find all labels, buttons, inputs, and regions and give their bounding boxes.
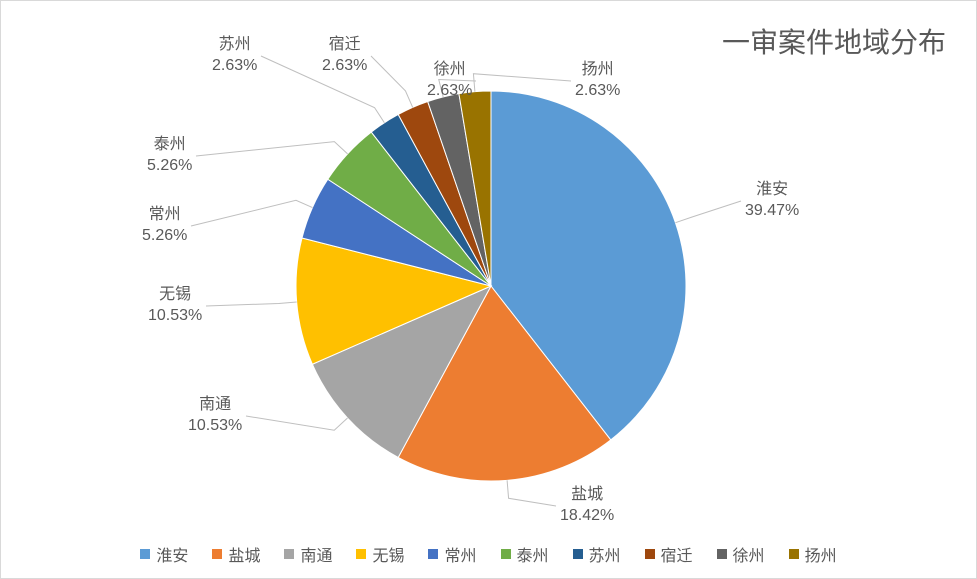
leader-line: [196, 142, 348, 156]
legend-label: 无锡: [372, 542, 404, 566]
slice-label: 淮安39.47%: [745, 180, 799, 222]
legend: 淮安 盐城 南通 无锡 常州 泰州 苏州 宿迁 徐州 扬州: [1, 542, 976, 566]
legend-swatch: [717, 549, 727, 559]
legend-item: 扬州: [789, 542, 837, 566]
slice-label: 盐城18.42%: [560, 485, 614, 527]
legend-item: 苏州: [573, 542, 621, 566]
slice-label: 扬州2.63%: [575, 60, 620, 102]
legend-label: 盐城: [228, 542, 260, 566]
legend-label: 苏州: [589, 542, 621, 566]
leader-line: [507, 480, 556, 506]
slice-label: 南通10.53%: [188, 395, 242, 437]
leader-line: [473, 74, 571, 92]
legend-swatch: [212, 549, 222, 559]
slice-label: 无锡10.53%: [148, 285, 202, 327]
legend-label: 泰州: [517, 542, 549, 566]
legend-item: 南通: [284, 542, 332, 566]
leader-line: [371, 56, 413, 107]
slice-label: 徐州2.63%: [427, 60, 472, 102]
legend-label: 南通: [300, 542, 332, 566]
legend-item: 常州: [428, 542, 476, 566]
legend-label: 宿迁: [661, 542, 693, 566]
legend-item: 盐城: [212, 542, 260, 566]
legend-swatch: [645, 549, 655, 559]
leader-line: [206, 302, 297, 306]
legend-label: 常州: [444, 542, 476, 566]
pie-chart-container: 一审案件地域分布 淮安盐城南通无锡常州泰州苏州宿迁徐州扬州 淮安39.47%盐城…: [0, 0, 977, 579]
legend-swatch: [140, 549, 150, 559]
slice-label: 宿迁2.63%: [322, 35, 367, 77]
legend-label: 淮安: [156, 542, 188, 566]
legend-item: 徐州: [717, 542, 765, 566]
legend-item: 泰州: [501, 542, 549, 566]
pie-plot: [1, 1, 977, 531]
legend-swatch: [789, 549, 799, 559]
legend-item: 无锡: [356, 542, 404, 566]
legend-swatch: [573, 549, 583, 559]
legend-swatch: [356, 549, 366, 559]
slice-label: 苏州2.63%: [212, 35, 257, 77]
legend-swatch: [428, 549, 438, 559]
legend-label: 徐州: [733, 542, 765, 566]
legend-item: 淮安: [140, 542, 188, 566]
legend-item: 宿迁: [645, 542, 693, 566]
leader-line: [675, 201, 741, 223]
slice-label: 常州5.26%: [142, 205, 187, 247]
legend-swatch: [501, 549, 511, 559]
legend-swatch: [284, 549, 294, 559]
leader-line: [246, 416, 348, 430]
leader-line: [191, 200, 312, 226]
legend-label: 扬州: [805, 542, 837, 566]
slice-label: 泰州5.26%: [147, 135, 192, 177]
